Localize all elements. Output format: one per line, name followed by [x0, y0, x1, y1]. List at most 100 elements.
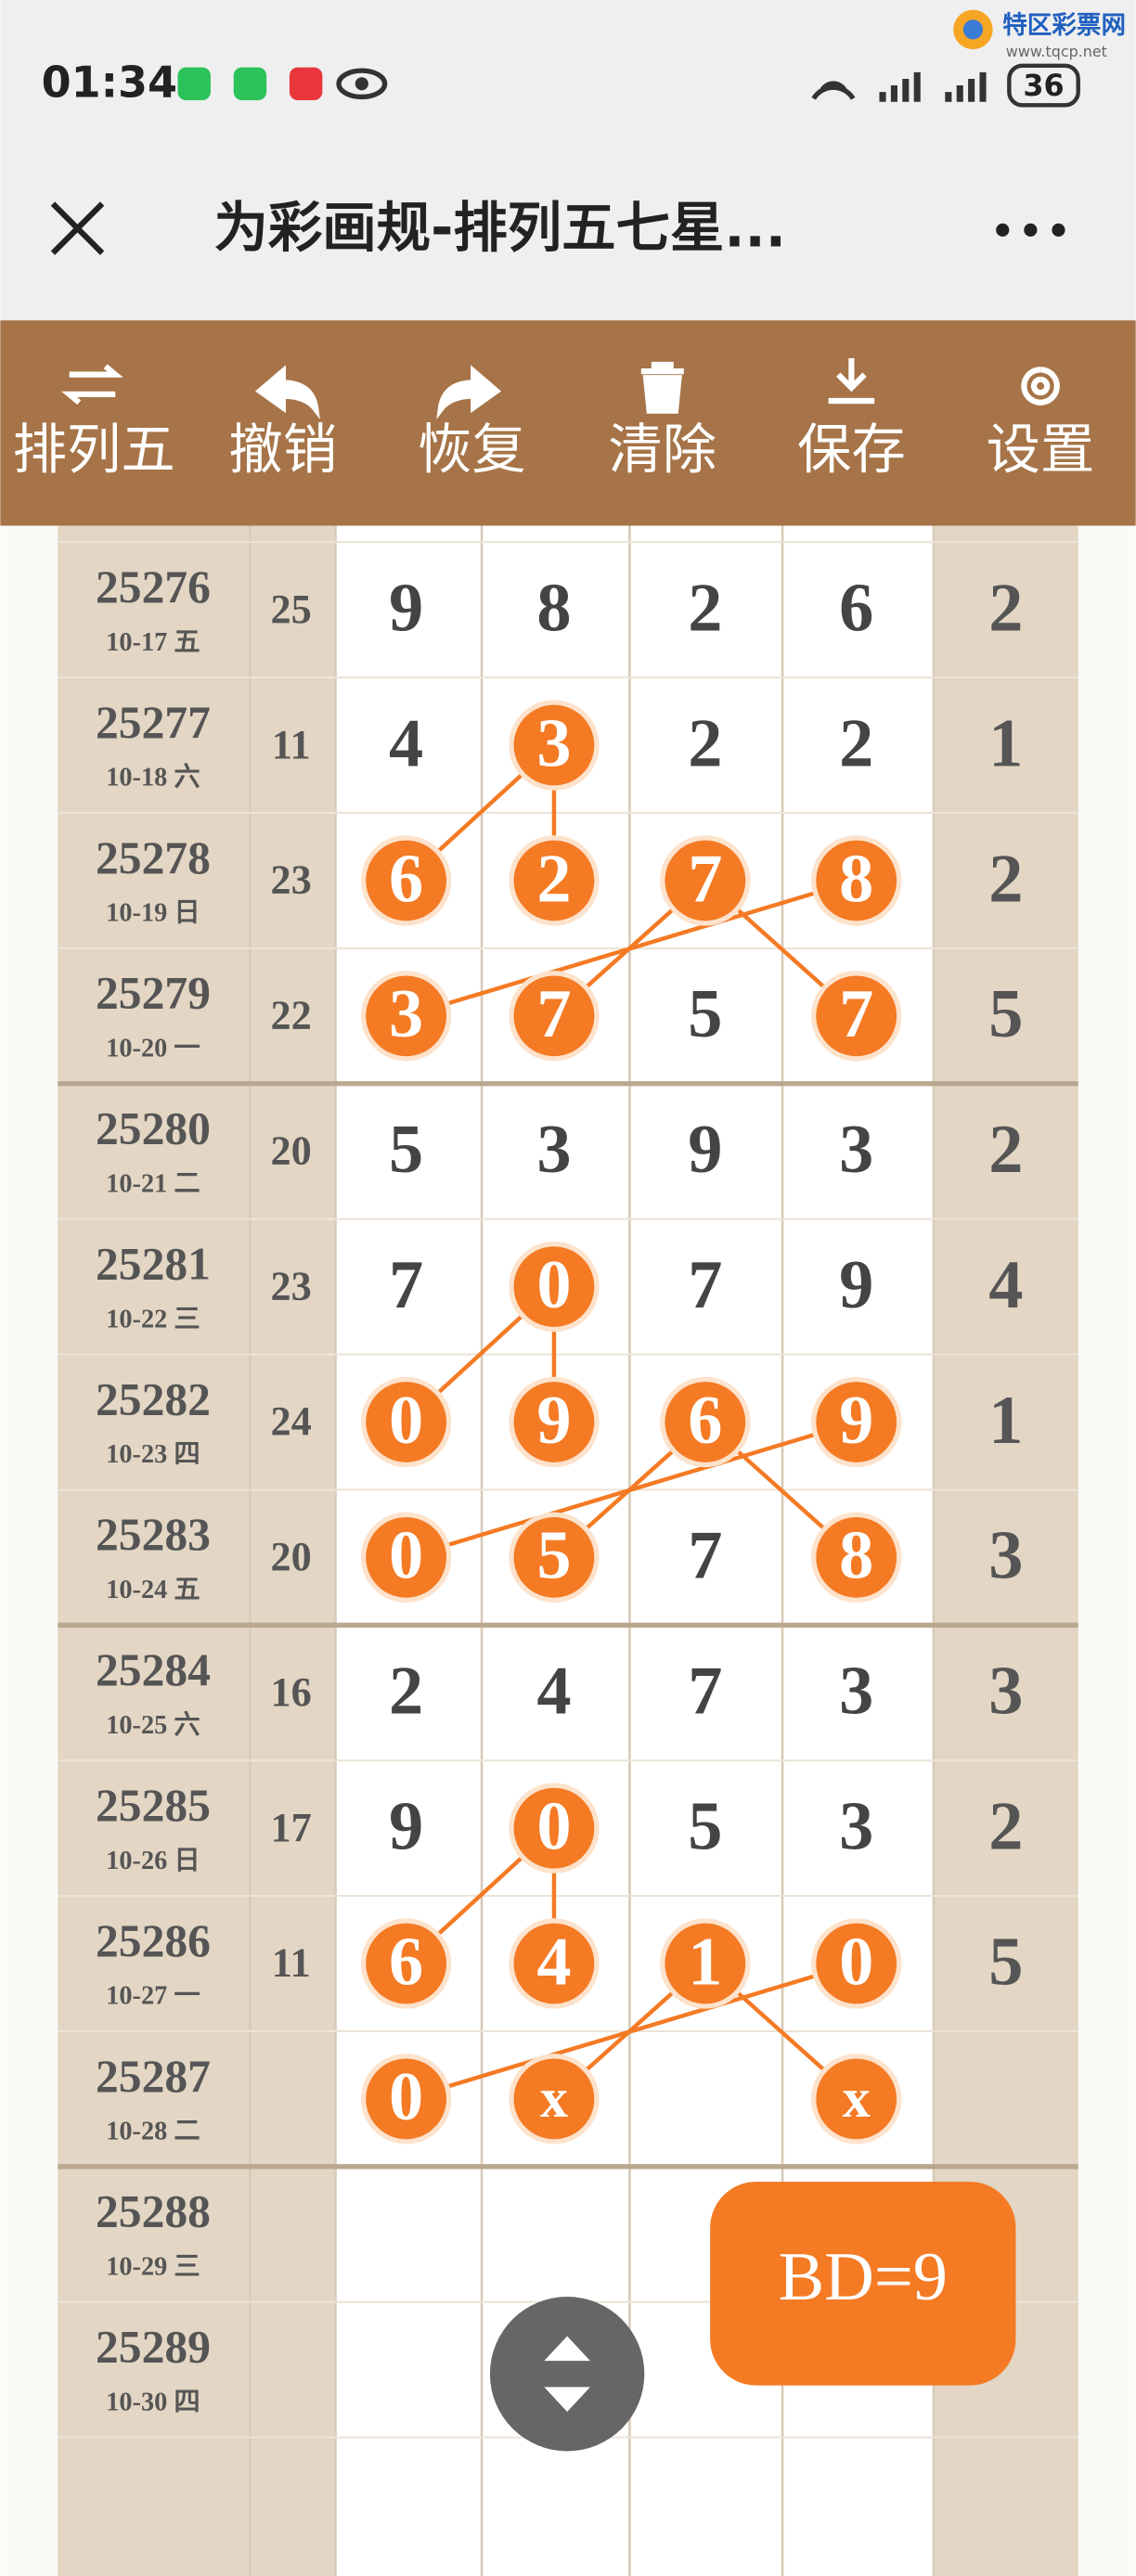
toolbar-icon	[828, 357, 875, 405]
close-button[interactable]	[50, 201, 105, 255]
toolbar-button[interactable]: 清除	[608, 419, 716, 482]
link-line	[405, 878, 858, 1018]
digit: 3	[536, 1112, 571, 1188]
circled-digit: 8	[839, 1518, 873, 1594]
digit: 3	[839, 1112, 873, 1188]
circled-digit: x	[843, 2067, 871, 2130]
digit: 9	[839, 1247, 873, 1323]
toolbar-icon	[640, 361, 684, 414]
digit: 7	[688, 1654, 722, 1730]
digit-circle	[509, 1512, 600, 1604]
wifi-icon	[811, 81, 856, 100]
circled-digit: 0	[389, 1518, 423, 1594]
bd-label: BD=9	[779, 2239, 948, 2315]
issue: 25279	[96, 968, 211, 1019]
toolbar-button[interactable]: 撤销	[228, 419, 337, 482]
watermark-name: 特区彩票网	[1002, 11, 1126, 40]
digit: 5	[688, 976, 722, 1052]
sum: 25	[271, 586, 312, 632]
last-digit: 3	[988, 1518, 1023, 1594]
digit-circle	[509, 1918, 600, 2009]
digit: 6	[839, 571, 873, 647]
issue: 25282	[96, 1373, 211, 1424]
digit: 4	[536, 1654, 571, 1730]
last-digit: 2	[988, 841, 1023, 917]
circled-digit: 6	[688, 1383, 722, 1459]
sum-col	[250, 525, 336, 2576]
toolbar-button[interactable]: 保存	[797, 419, 906, 482]
top-bar-bg	[0, 0, 1136, 321]
issue: 25287	[96, 2051, 211, 2102]
date: 10-20 一	[106, 1034, 200, 1063]
digit: 9	[389, 1788, 423, 1864]
issue: 25283	[96, 1509, 211, 1560]
digit-circle	[509, 1783, 600, 1874]
signal-icon	[879, 71, 987, 102]
app-icon	[177, 67, 211, 100]
digit: 4	[389, 705, 423, 781]
page-title: 为彩画规-排列五七星...	[213, 197, 785, 260]
circled-digit: 3	[536, 705, 571, 781]
digit-circle	[360, 835, 452, 926]
battery	[1007, 63, 1080, 108]
last-digit: 2	[988, 1788, 1023, 1864]
issue: 25276	[96, 561, 211, 612]
digit-circle	[811, 835, 902, 926]
digit-circle	[811, 2054, 902, 2145]
toolbar-icon	[1021, 367, 1060, 406]
issue: 25285	[96, 1780, 211, 1831]
circled-digit: 0	[536, 1788, 571, 1864]
digit: 2	[688, 571, 722, 647]
date: 10-18 六	[106, 763, 200, 792]
digit-circle	[509, 2054, 600, 2145]
digit: 7	[389, 1247, 423, 1323]
issue-col	[58, 525, 251, 2576]
toolbar-icon	[436, 365, 502, 420]
digit: 5	[389, 1112, 423, 1188]
digit-circle	[660, 835, 751, 926]
issue: 25288	[96, 2186, 211, 2237]
app-icon	[289, 67, 323, 100]
more-button[interactable]	[996, 223, 1065, 237]
digit-circle	[509, 700, 600, 791]
digit-circle	[509, 971, 600, 1062]
toolbar	[0, 320, 1136, 526]
sum: 22	[271, 993, 312, 1038]
digit-circle	[811, 1512, 902, 1604]
watermark-url: www.tqcp.net	[1006, 43, 1107, 60]
scroll-button[interactable]	[489, 2297, 645, 2452]
digit: 9	[688, 1112, 722, 1188]
bd-button[interactable]	[710, 2182, 1016, 2386]
toolbar-button[interactable]: 恢复	[418, 419, 526, 482]
sum: 23	[271, 857, 312, 903]
sum: 16	[271, 1669, 312, 1715]
sum: 20	[271, 1127, 312, 1173]
toolbar-button[interactable]: 排列五	[13, 419, 175, 482]
digit-circle	[811, 1376, 902, 1468]
toolbar-button[interactable]: 设置	[987, 419, 1095, 482]
sum: 11	[272, 722, 311, 767]
last-digit: 4	[988, 1247, 1023, 1323]
date: 10-22 三	[106, 1305, 200, 1333]
sum: 23	[271, 1263, 312, 1308]
circled-digit: 5	[536, 1518, 571, 1594]
last-digit: 2	[988, 1112, 1023, 1188]
circled-digit: 6	[389, 841, 423, 917]
digit-circle	[811, 1918, 902, 2009]
sum: 11	[272, 1940, 311, 1986]
digit-circle	[360, 1512, 452, 1604]
digit-circle	[509, 1376, 600, 1468]
digit-circle	[509, 1241, 600, 1333]
digit-circle	[660, 1918, 751, 2009]
digit: 2	[688, 705, 722, 781]
digit: 7	[688, 1518, 722, 1594]
digit-circle	[360, 1918, 452, 2009]
date: 10-19 日	[106, 899, 200, 928]
date: 10-27 一	[106, 1982, 200, 2011]
date: 10-29 三	[106, 2252, 200, 2281]
last-digit: 5	[988, 1924, 1023, 2000]
link-line	[405, 1420, 858, 1560]
